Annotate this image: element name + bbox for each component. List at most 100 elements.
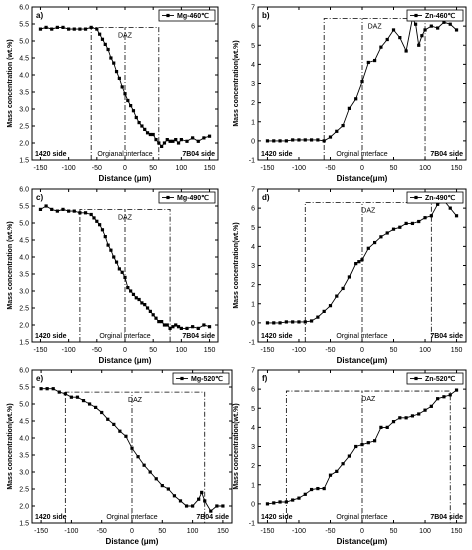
data-point bbox=[417, 219, 421, 224]
data-point bbox=[118, 429, 122, 433]
left-side-label: 1420 side bbox=[35, 151, 67, 158]
data-point bbox=[278, 500, 282, 504]
x-tick-label: 100 bbox=[419, 528, 431, 535]
data-point bbox=[316, 138, 320, 142]
y-tick-label: 1 bbox=[251, 301, 255, 308]
data-point bbox=[341, 286, 345, 291]
y-tick-label: 4 bbox=[251, 62, 255, 69]
data-point bbox=[196, 326, 200, 330]
data-point bbox=[291, 138, 295, 142]
x-tick-label: 150 bbox=[451, 528, 463, 535]
data-point bbox=[354, 97, 358, 101]
x-tick-label: 50 bbox=[149, 347, 157, 354]
data-point bbox=[429, 214, 433, 218]
y-tick-label: -1 bbox=[249, 158, 255, 165]
data-point bbox=[160, 144, 164, 148]
daz-boundary bbox=[304, 201, 432, 342]
data-point bbox=[100, 410, 104, 415]
data-point bbox=[309, 319, 314, 323]
data-point bbox=[291, 498, 295, 502]
x-tick-label: -100 bbox=[292, 165, 306, 172]
data-point bbox=[165, 138, 169, 142]
daz-label: DAZ bbox=[128, 397, 143, 404]
x-tick-label: 0 bbox=[130, 528, 134, 535]
data-point bbox=[322, 486, 326, 491]
data-point bbox=[38, 207, 43, 211]
data-point bbox=[391, 420, 396, 424]
y-tick-label: 1 bbox=[251, 119, 255, 126]
data-point bbox=[360, 258, 364, 262]
data-point bbox=[272, 139, 276, 143]
data-point bbox=[309, 138, 314, 142]
data-point bbox=[81, 399, 86, 403]
data-point bbox=[131, 292, 136, 296]
data-point bbox=[179, 326, 183, 330]
data-point bbox=[160, 484, 164, 488]
data-point bbox=[272, 321, 276, 325]
data-point bbox=[354, 261, 358, 266]
panel-letter: f) bbox=[262, 374, 268, 383]
data-point bbox=[442, 20, 446, 24]
data-point bbox=[176, 325, 181, 329]
data-point bbox=[165, 323, 169, 327]
interface-label: Orginal interface bbox=[336, 514, 387, 521]
legend-marker bbox=[166, 195, 170, 200]
panel-c: -150 -100 -50 0 50 100 150 1.5 2.0 2.5 3.0 3.5 4.0 4.… bbox=[7, 187, 219, 365]
data-point bbox=[328, 304, 333, 308]
x-tick-label: 100 bbox=[419, 165, 431, 172]
y-tick-label: 2.5 bbox=[19, 124, 29, 131]
data-point bbox=[166, 487, 170, 491]
x-tick-label: -150 bbox=[260, 528, 274, 535]
x-tick-label: -50 bbox=[92, 347, 102, 354]
data-point bbox=[143, 303, 147, 307]
y-tick-label: 7 bbox=[251, 187, 255, 194]
data-point bbox=[436, 397, 440, 401]
y-tick-label: 0 bbox=[251, 501, 255, 508]
data-point bbox=[174, 138, 178, 142]
series-line bbox=[267, 389, 457, 505]
data-point bbox=[78, 211, 82, 215]
data-point bbox=[423, 216, 427, 220]
panel-letter: a) bbox=[36, 11, 43, 20]
x-tick-label: -100 bbox=[292, 347, 306, 354]
data-point bbox=[322, 139, 326, 143]
data-point bbox=[379, 425, 383, 429]
data-point bbox=[185, 139, 189, 143]
data-point bbox=[335, 294, 339, 298]
data-point bbox=[185, 326, 189, 330]
legend-label: Zn-490℃ bbox=[425, 194, 456, 202]
legend-marker bbox=[414, 195, 418, 200]
data-point bbox=[391, 28, 396, 32]
y-axis-label: Mass concentration(wt.%) bbox=[7, 403, 14, 489]
data-point bbox=[126, 98, 130, 103]
interface-label: Orginal interface bbox=[336, 151, 387, 158]
x-tick-label: 150 bbox=[204, 347, 216, 354]
x-axis-label: Distance (μm) bbox=[99, 174, 152, 183]
data-point bbox=[130, 446, 134, 450]
panel-letter: b) bbox=[262, 11, 270, 20]
y-tick-label: 4.0 bbox=[19, 436, 29, 443]
data-point bbox=[341, 123, 345, 128]
daz-boundary bbox=[285, 390, 451, 523]
daz-boundary bbox=[64, 391, 206, 523]
x-axis-label: Distance(μm) bbox=[337, 174, 388, 183]
legend-marker bbox=[180, 376, 184, 381]
data-point bbox=[154, 138, 158, 142]
data-point bbox=[454, 388, 459, 392]
y-tick-label: 5.0 bbox=[19, 402, 29, 409]
y-axis-label: Mass concentration (wt.%) bbox=[7, 221, 14, 309]
x-tick-label: -100 bbox=[64, 528, 78, 535]
y-tick-label: 2 bbox=[251, 100, 255, 107]
data-point bbox=[207, 134, 212, 138]
data-point bbox=[120, 85, 124, 89]
data-point bbox=[385, 231, 389, 235]
x-tick-label: -150 bbox=[260, 165, 274, 172]
legend-box bbox=[158, 191, 216, 204]
interface-label: Orgianal interface bbox=[97, 151, 152, 158]
data-point bbox=[83, 211, 88, 215]
y-tick-label: 7 bbox=[251, 368, 255, 375]
data-point bbox=[265, 139, 270, 143]
y-tick-label: 3.0 bbox=[19, 470, 29, 477]
data-point bbox=[129, 104, 133, 108]
daz-label: DAZ bbox=[361, 207, 376, 214]
